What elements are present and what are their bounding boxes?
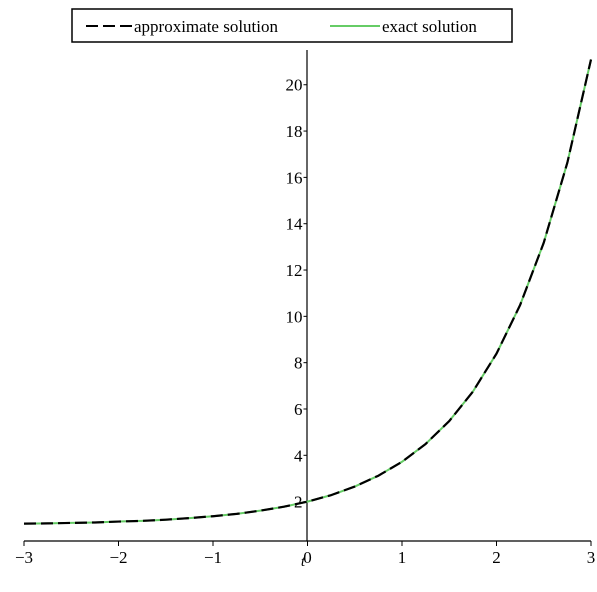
y-tick-label: 20 bbox=[286, 76, 303, 95]
legend-label-exact-solution: exact solution bbox=[382, 17, 477, 36]
legend: approximate solution exact solution bbox=[71, 8, 513, 43]
y-tick-label: 16 bbox=[286, 168, 303, 187]
y-tick-label: 8 bbox=[294, 354, 303, 373]
y-tick-label: 4 bbox=[294, 446, 303, 465]
series-line-approximate-solution bbox=[23, 59, 593, 525]
x-tick-label: −2 bbox=[109, 548, 127, 567]
x-tick-label: 0 bbox=[303, 548, 312, 567]
x-tick-label: 3 bbox=[587, 548, 596, 567]
x-tick-label: 2 bbox=[492, 548, 501, 567]
y-tick-label: 6 bbox=[294, 400, 303, 419]
x-tick-label: −1 bbox=[204, 548, 222, 567]
x-tick-label: 1 bbox=[398, 548, 407, 567]
y-ticks: 2 4 6 8 10 12 14 16 18 20 bbox=[286, 76, 308, 512]
y-tick-label: 10 bbox=[286, 307, 303, 326]
x-axis-label: t bbox=[301, 554, 306, 570]
y-tick-label: 14 bbox=[286, 215, 304, 234]
legend-label-approximate-solution: approximate solution bbox=[134, 17, 279, 36]
y-tick-label: 12 bbox=[286, 261, 303, 280]
series-layer bbox=[23, 59, 593, 525]
y-tick-label: 18 bbox=[286, 122, 303, 141]
legend-box bbox=[71, 8, 513, 43]
x-ticks: −3 −2 −1 0 1 2 3 bbox=[15, 541, 595, 567]
y-tick-label: 2 bbox=[294, 493, 303, 512]
x-tick-label: −3 bbox=[15, 548, 33, 567]
